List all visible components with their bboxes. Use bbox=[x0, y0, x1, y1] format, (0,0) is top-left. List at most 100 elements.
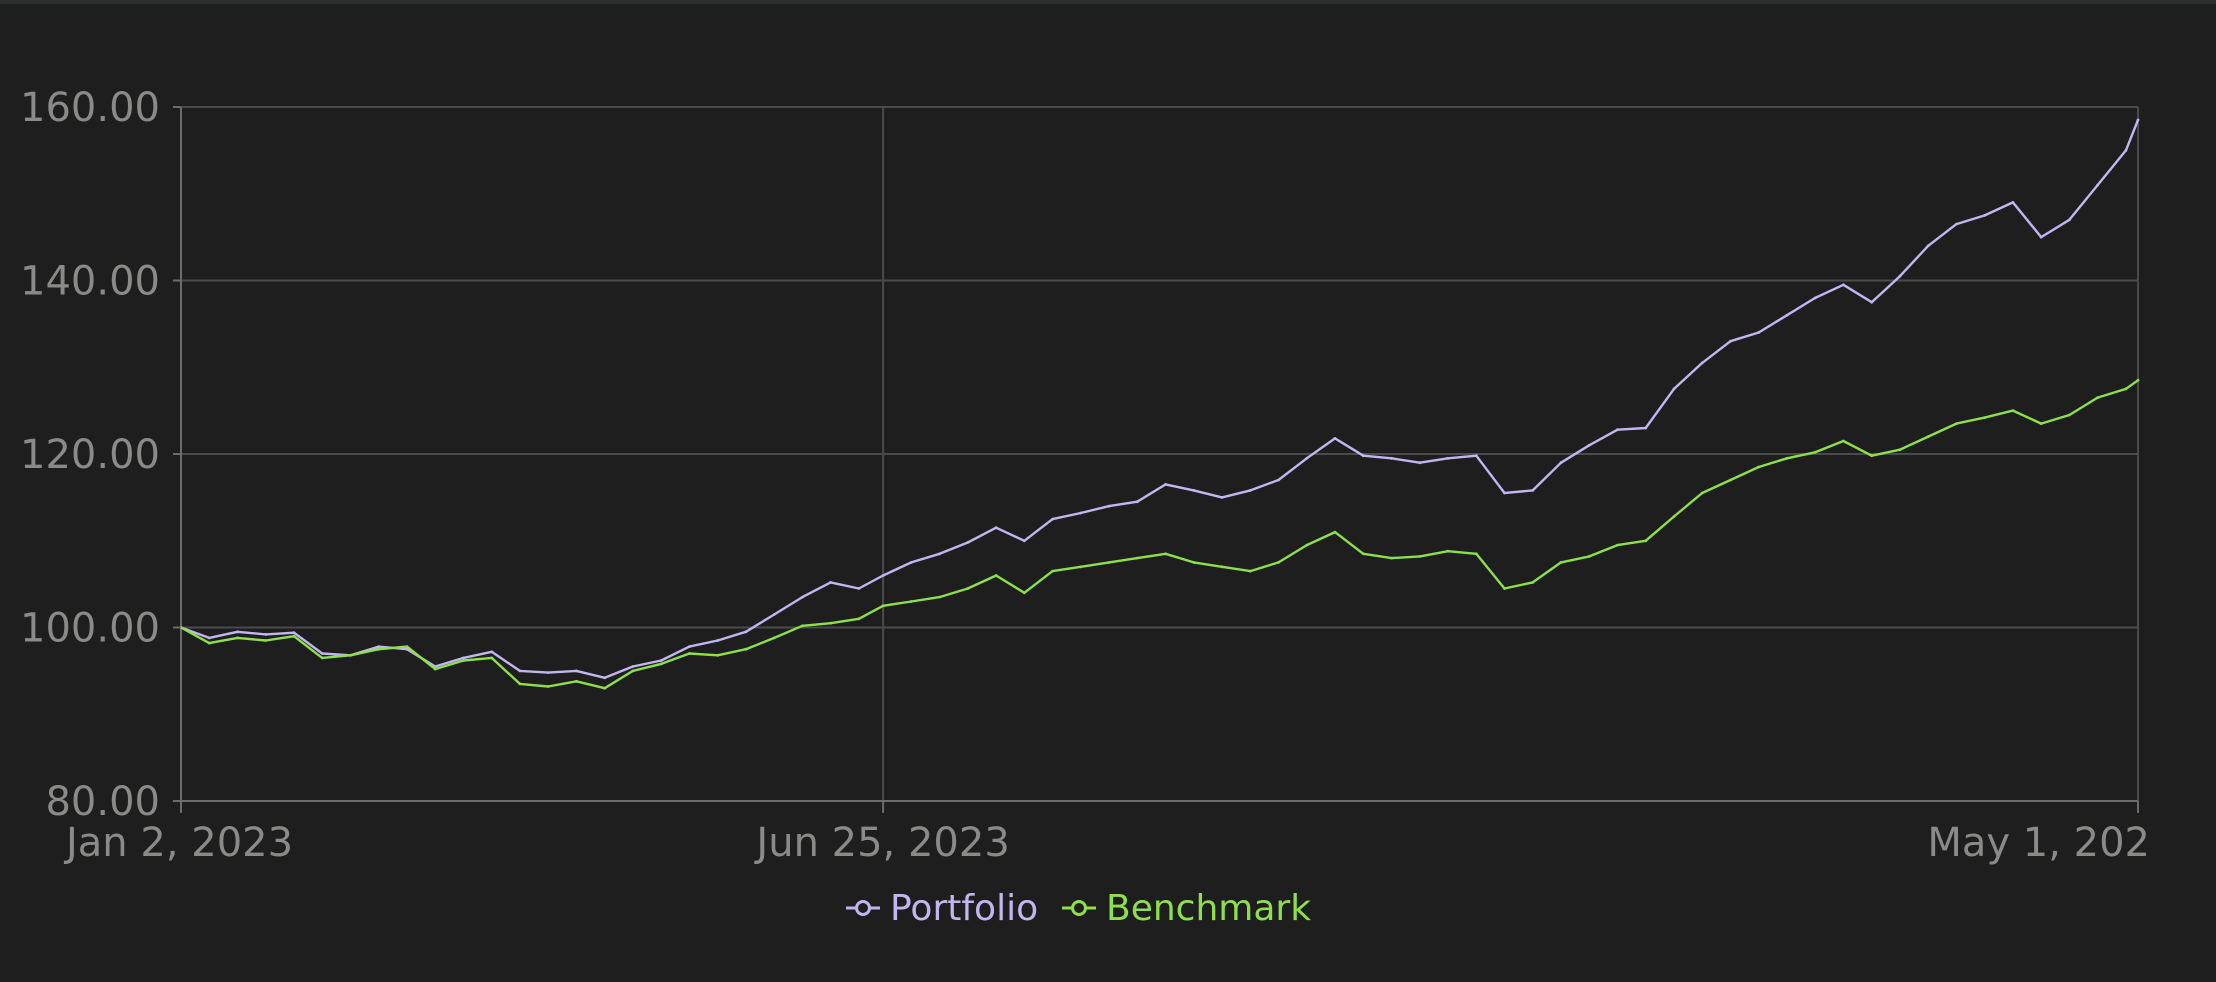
portfolio-data-point bbox=[1672, 387, 1676, 391]
legend-label: Portfolio bbox=[890, 888, 1038, 929]
benchmark-data-point bbox=[1474, 552, 1478, 556]
benchmark-data-point bbox=[1051, 569, 1054, 573]
portfolio-data-point bbox=[320, 652, 324, 655]
benchmark-data-point bbox=[1813, 450, 1817, 454]
portfolio-data-point bbox=[938, 552, 941, 556]
portfolio-data-point bbox=[575, 669, 578, 673]
portfolio-data-point bbox=[881, 574, 885, 577]
legend-label: Benchmark bbox=[1106, 888, 1311, 929]
benchmark-data-point bbox=[575, 679, 578, 683]
portfolio-data-point bbox=[631, 665, 635, 668]
portfolio-data-point bbox=[546, 671, 550, 674]
legend[interactable]: Portfolio Benchmark bbox=[846, 888, 1311, 929]
benchmark-data-point bbox=[744, 647, 748, 651]
benchmark-data-point bbox=[264, 639, 268, 642]
benchmark-data-point bbox=[1248, 569, 1252, 573]
y-tick-label: 160.00 bbox=[20, 85, 160, 131]
y-tick-label: 120.00 bbox=[20, 432, 160, 478]
portfolio-data-point bbox=[1192, 489, 1196, 492]
benchmark-data-point bbox=[2136, 378, 2140, 382]
benchmark-data-point bbox=[1277, 561, 1280, 564]
benchmark-data-point bbox=[349, 653, 352, 657]
benchmark-data-point bbox=[490, 656, 494, 660]
benchmark-data-point bbox=[1785, 456, 1789, 460]
benchmark-data-point bbox=[938, 595, 941, 599]
benchmark-data-point bbox=[1503, 587, 1506, 590]
benchmark-data-point bbox=[1616, 543, 1619, 547]
benchmark-data-point bbox=[1644, 539, 1648, 543]
portfolio-data-point bbox=[857, 587, 861, 590]
x-tick-label: Jan 2, 2023 bbox=[63, 820, 293, 866]
benchmark-data-point bbox=[1107, 561, 1111, 564]
benchmark-data-point bbox=[1955, 422, 1958, 425]
benchmark-data-point bbox=[1842, 439, 1845, 443]
benchmark-data-point bbox=[994, 574, 998, 577]
portfolio-data-point bbox=[659, 659, 663, 662]
benchmark-data-point bbox=[1305, 543, 1309, 547]
benchmark-data-point bbox=[1587, 555, 1591, 558]
series-lines bbox=[179, 118, 2140, 690]
portfolio-data-point bbox=[2039, 235, 2043, 239]
portfolio-data-point bbox=[1135, 500, 1139, 504]
portfolio-data-point bbox=[1898, 274, 1902, 278]
portfolio-data-point bbox=[264, 633, 268, 636]
benchmark-data-point bbox=[207, 641, 211, 645]
benchmark-data-point bbox=[292, 634, 296, 638]
portfolio-data-point bbox=[1390, 456, 1393, 460]
benchmark-line bbox=[180, 379, 2139, 690]
portfolio-data-point bbox=[490, 650, 494, 654]
benchmark-data-point bbox=[829, 621, 832, 625]
benchmark-data-point bbox=[1022, 591, 1026, 595]
benchmark-data-point bbox=[405, 645, 409, 648]
grid bbox=[181, 106, 2138, 802]
benchmark-data-point bbox=[433, 667, 437, 671]
portfolio-data-point bbox=[772, 613, 776, 616]
portfolio-data-point bbox=[1870, 300, 1874, 304]
legend-item-portfolio[interactable]: Portfolio bbox=[846, 888, 1038, 929]
benchmark-data-point bbox=[1220, 565, 1224, 569]
portfolio-data-point bbox=[688, 645, 691, 648]
benchmark-data-point bbox=[631, 669, 635, 673]
benchmark-data-point bbox=[2068, 413, 2071, 417]
x-axis-ticks: Jan 2, 2023 Jun 25, 2023 May 1, 202 bbox=[63, 801, 2150, 866]
portfolio-data-point bbox=[1700, 361, 1704, 365]
portfolio-data-point bbox=[966, 541, 970, 544]
portfolio-data-point bbox=[1559, 461, 1563, 465]
benchmark-data-point bbox=[801, 624, 804, 628]
portfolio-data-point bbox=[1926, 244, 1930, 248]
benchmark-data-point bbox=[518, 682, 522, 686]
portfolio-data-point bbox=[1333, 437, 1337, 440]
portfolio-data-point bbox=[1842, 283, 1845, 287]
benchmark-data-point bbox=[716, 653, 720, 657]
benchmark-data-point bbox=[688, 652, 691, 655]
portfolio-data-point bbox=[1531, 489, 1535, 492]
portfolio-data-point bbox=[1446, 456, 1450, 460]
legend-item-benchmark[interactable]: Benchmark bbox=[1062, 888, 1311, 929]
portfolio-data-point bbox=[236, 630, 239, 634]
benchmark-data-point bbox=[1898, 448, 1902, 452]
benchmark-data-point bbox=[2096, 396, 2100, 399]
benchmark-data-point bbox=[603, 686, 607, 690]
y-tick-label: 100.00 bbox=[20, 606, 160, 652]
benchmark-data-point bbox=[236, 636, 239, 640]
benchmark-data-point bbox=[462, 659, 465, 662]
legend-marker-icon bbox=[1071, 900, 1087, 916]
benchmark-data-point bbox=[546, 685, 550, 688]
benchmark-data-point bbox=[377, 647, 381, 651]
benchmark-data-point bbox=[2039, 422, 2043, 425]
portfolio-data-point bbox=[1305, 456, 1309, 460]
portfolio-data-point bbox=[1474, 454, 1478, 458]
x-tick-label: Jun 25, 2023 bbox=[753, 820, 1009, 866]
portfolio-points bbox=[179, 118, 2140, 680]
portfolio-data-point bbox=[1587, 443, 1591, 447]
portfolio-data-point bbox=[207, 636, 211, 640]
benchmark-data-point bbox=[966, 587, 970, 590]
portfolio-data-point bbox=[1051, 517, 1054, 521]
portfolio-data-point bbox=[994, 526, 998, 530]
portfolio-data-point bbox=[1729, 339, 1732, 343]
portfolio-data-point bbox=[1248, 489, 1252, 492]
benchmark-data-point bbox=[1559, 561, 1563, 564]
benchmark-data-point bbox=[1164, 552, 1167, 556]
portfolio-data-point bbox=[1503, 491, 1506, 495]
